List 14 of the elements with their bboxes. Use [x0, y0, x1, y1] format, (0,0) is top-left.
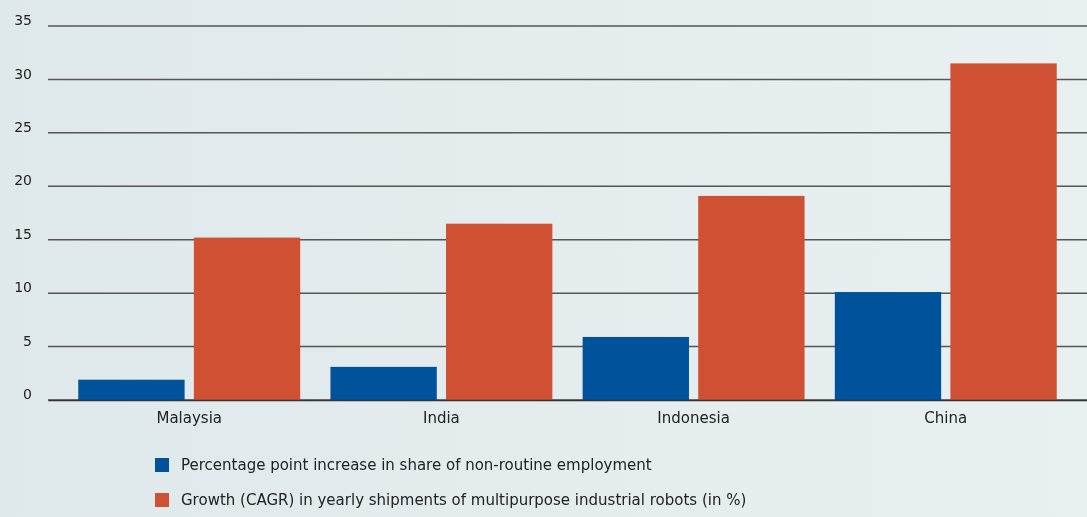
y-tick-label: 0 — [23, 386, 32, 403]
x-tick-label: Indonesia — [657, 408, 730, 427]
x-tick-label: India — [423, 408, 460, 427]
y-tick-label: 10 — [14, 279, 32, 296]
y-tick-label: 25 — [14, 118, 32, 135]
legend-label: Percentage point increase in share of non-routine employment — [181, 456, 652, 475]
x-tick-label: China — [924, 408, 968, 427]
y-tick-label: 30 — [14, 65, 32, 82]
y-tick-label: 15 — [14, 225, 32, 242]
y-tick-label: 35 — [14, 12, 32, 29]
y-tick-label: 20 — [14, 172, 32, 189]
x-tick-label: Malaysia — [156, 408, 222, 427]
y-tick-label: 5 — [23, 332, 32, 349]
legend-label: Growth (CAGR) in yearly shipments of multipurpose industrial robots (in %) — [181, 491, 747, 510]
